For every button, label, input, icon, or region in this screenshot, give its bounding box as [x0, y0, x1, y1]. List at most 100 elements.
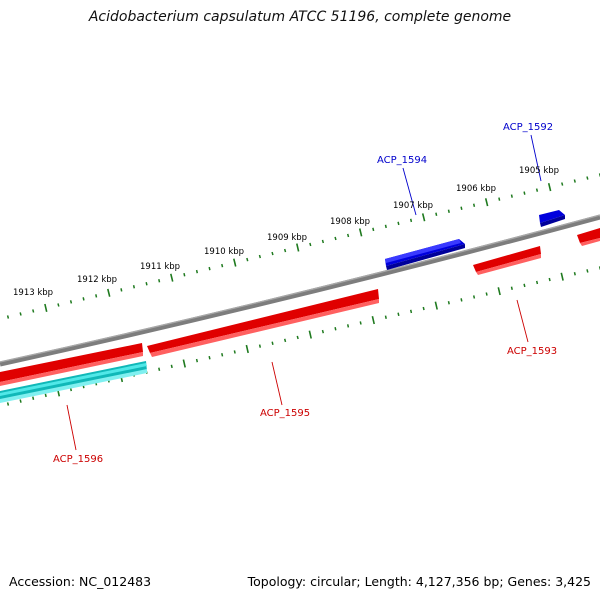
inner-minor-tick	[548, 277, 551, 282]
map-title: Acidobacterium capsulatum ATCC 51196, co…	[88, 9, 512, 25]
leader-ACP_1596	[66, 404, 77, 451]
inner-major-tick	[497, 287, 501, 296]
outer-minor-tick	[535, 188, 539, 192]
inner-major-tick	[371, 316, 375, 325]
outer-major-tick	[44, 303, 48, 312]
outer-minor-tick	[246, 257, 249, 262]
outer-major-tick	[296, 243, 300, 252]
outer-minor-tick	[460, 206, 463, 210]
scale-label-1911: 1911 kbp	[140, 262, 180, 272]
outer-minor-tick	[586, 176, 589, 180]
outer-minor-tick	[334, 236, 337, 241]
outer-minor-tick	[283, 248, 287, 253]
inner-minor-tick	[296, 335, 299, 340]
gene-ACP_1595-arrow[interactable]	[147, 289, 379, 357]
outer-minor-tick	[120, 288, 123, 292]
outer-minor-tick	[19, 312, 22, 316]
gene-label-ACP_1596[interactable]: ACP_1596	[53, 454, 103, 465]
inner-minor-tick	[586, 269, 589, 273]
leader-ACP_1594	[402, 167, 417, 216]
scale-label-1905: 1905 kbp	[519, 166, 559, 176]
scale-label-1913: 1913 kbp	[13, 288, 53, 298]
outer-minor-tick	[82, 297, 85, 301]
outer-minor-tick	[195, 269, 199, 274]
inner-minor-tick	[32, 396, 35, 400]
inner-minor-tick	[271, 341, 274, 345]
outer-minor-tick	[221, 263, 224, 268]
outer-minor-tick	[498, 197, 501, 201]
inner-minor-tick	[221, 353, 224, 357]
inner-minor-tick	[510, 286, 513, 290]
inner-minor-tick	[447, 301, 450, 305]
scale-label-1910: 1910 kbp	[204, 247, 244, 257]
gene-ACP_1594-arrow[interactable]	[385, 239, 465, 270]
outer-major-tick	[170, 273, 174, 282]
topology-summary: Topology: circular; Length: 4,127,356 bp…	[247, 574, 591, 589]
outer-major-tick	[484, 198, 489, 207]
outer-minor-tick	[321, 239, 325, 244]
outer-minor-tick	[435, 212, 438, 216]
outer-minor-tick	[409, 218, 413, 223]
outer-minor-tick	[32, 309, 35, 313]
gene-ACP_1593-arrow[interactable]	[473, 246, 541, 275]
gene-ACP_1597-arrow-partial[interactable]	[0, 343, 143, 386]
inner-minor-tick	[573, 272, 576, 276]
gene-label-ACP_1593[interactable]: ACP_1593	[507, 346, 557, 357]
inner-minor-tick	[321, 329, 325, 334]
outer-minor-tick	[309, 242, 312, 247]
scale-label-1908: 1908 kbp	[330, 217, 370, 227]
inner-minor-tick	[19, 399, 22, 403]
outer-minor-tick	[6, 315, 10, 319]
outer-major-tick	[233, 258, 237, 267]
inner-major-tick	[560, 272, 564, 281]
outer-major-tick	[358, 228, 363, 237]
inner-minor-tick	[359, 321, 362, 325]
gene-ACP_1592-arrow[interactable]	[539, 210, 565, 227]
inner-tick-ring	[6, 266, 600, 406]
gene-label-ACP_1594[interactable]: ACP_1594	[377, 155, 427, 166]
inner-minor-tick	[195, 358, 199, 363]
gene-ACP_1591-arrow-partial[interactable]	[577, 228, 600, 246]
inner-minor-tick	[535, 280, 539, 285]
scale-label-1909: 1909 kbp	[267, 233, 307, 243]
outer-minor-tick	[183, 272, 186, 277]
inner-minor-tick	[384, 315, 387, 319]
scale-label-1906: 1906 kbp	[456, 184, 496, 194]
inner-minor-tick	[397, 312, 400, 317]
outer-minor-tick	[158, 279, 161, 283]
outer-minor-tick	[208, 266, 211, 271]
inner-minor-tick	[409, 309, 413, 314]
outer-minor-tick	[346, 233, 350, 238]
outer-major-tick	[107, 288, 111, 297]
scale-label-1907: 1907 kbp	[393, 201, 433, 211]
scale-label-1912: 1912 kbp	[77, 275, 117, 285]
genome-backbone-highlight	[0, 214, 600, 363]
outer-minor-tick	[573, 179, 576, 183]
outer-minor-tick	[145, 282, 148, 286]
accession-text: Accession: NC_012483	[9, 574, 152, 589]
inner-minor-tick	[158, 367, 161, 371]
outer-minor-tick	[57, 303, 60, 307]
outer-major-tick	[421, 213, 426, 222]
outer-minor-tick	[561, 182, 564, 186]
inner-major-tick	[308, 330, 312, 339]
inner-minor-tick	[283, 338, 287, 343]
outer-major-tick	[547, 183, 552, 192]
inner-minor-tick	[258, 344, 262, 348]
inner-minor-tick	[233, 350, 236, 354]
inner-minor-tick	[422, 306, 425, 311]
inner-minor-tick	[208, 355, 211, 360]
gene-ACP_1596-arrow[interactable]	[0, 361, 147, 403]
outer-minor-tick	[132, 285, 136, 289]
outer-minor-tick	[384, 224, 387, 229]
outer-tick-ring	[6, 173, 600, 319]
outer-minor-tick	[472, 203, 476, 207]
outer-minor-tick	[447, 209, 450, 213]
inner-minor-tick	[460, 298, 463, 302]
outer-minor-tick	[523, 191, 526, 195]
gene-label-ACP_1595[interactable]: ACP_1595	[260, 408, 310, 419]
inner-minor-tick	[485, 292, 488, 296]
gene-label-ACP_1592[interactable]: ACP_1592	[503, 122, 553, 133]
outer-minor-tick	[258, 254, 262, 259]
